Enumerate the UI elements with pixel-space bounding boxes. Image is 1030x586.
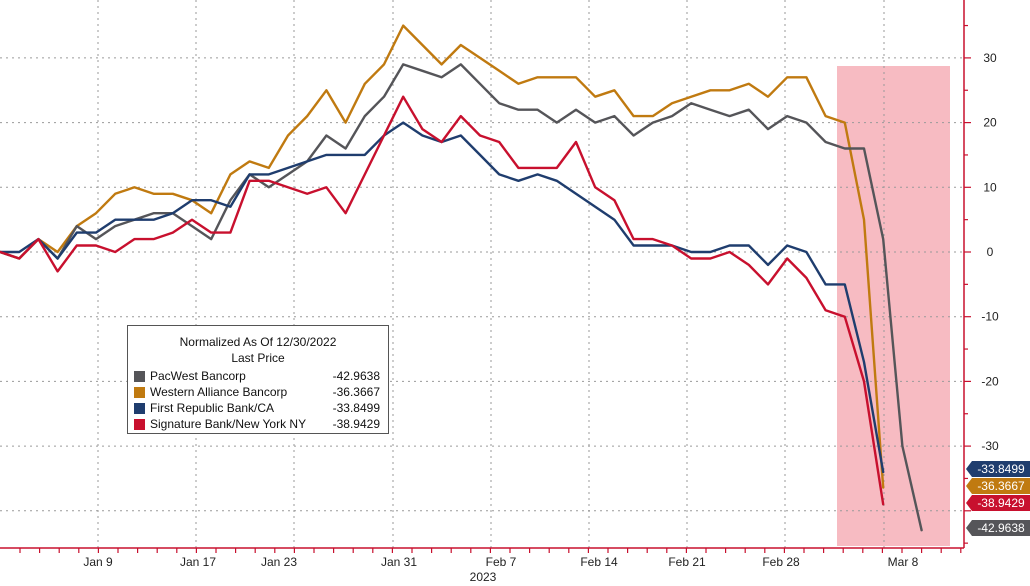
series-group [0, 24, 923, 532]
legend-entry: Signature Bank/New York NY -38.9429 [134, 416, 382, 432]
series-line-pacwest-bancorp [0, 63, 923, 532]
highlight-region [837, 66, 950, 546]
x-tick-label: Jan 9 [83, 555, 113, 569]
legend-title: Normalized As Of 12/30/2022 [179, 335, 337, 349]
axes [0, 0, 971, 553]
legend-series-value: -42.9638 [332, 369, 380, 383]
series-line-signature-bank-new-york-ny [0, 95, 885, 506]
legend-swatch [134, 418, 145, 430]
y-tick-label: 20 [983, 116, 997, 130]
legend-series-value: -38.9429 [332, 417, 380, 431]
legend-swatch [134, 402, 145, 414]
x-tick-label: Mar 8 [888, 555, 919, 569]
x-tick-label: Feb 28 [762, 555, 800, 569]
y-tick-label: 10 [983, 180, 997, 194]
x-tick-label: Jan 23 [261, 555, 297, 569]
series-line-western-alliance-bancorp [0, 24, 885, 489]
end-value-tag-text: -42.9638 [977, 521, 1025, 535]
y-tick-label: 30 [983, 51, 997, 65]
x-tick-label: Feb 14 [580, 555, 618, 569]
legend-subtitle: Last Price [231, 351, 285, 365]
legend-entry: PacWest Bancorp -42.9638 [134, 368, 382, 384]
end-value-tag: -36.3667 [966, 478, 1030, 494]
legend-entry: Western Alliance Bancorp -36.3667 [134, 384, 382, 400]
legend-series-value: -33.8499 [332, 401, 380, 415]
end-value-tag-text: -36.3667 [977, 479, 1025, 493]
legend-series-name: PacWest Bancorp [150, 369, 246, 383]
x-tick-label: Jan 17 [180, 555, 216, 569]
x-tick-label: Feb 21 [668, 555, 706, 569]
x-tick-label: Jan 31 [381, 555, 417, 569]
legend-series-name: First Republic Bank/CA [150, 401, 275, 415]
y-tick-label: -30 [981, 439, 999, 453]
x-axis-label: 2023 [470, 570, 497, 584]
legend-series-name: Western Alliance Bancorp [150, 385, 288, 399]
end-value-labels: -33.8499 -36.3667 -38.9429 -42.9638 [966, 461, 1030, 536]
end-value-tag: -33.8499 [966, 461, 1030, 477]
x-tick-label: Feb 7 [486, 555, 517, 569]
y-tick-labels: -30 -20 -10 0 10 20 30 [981, 51, 999, 453]
end-value-tag-text: -33.8499 [977, 462, 1025, 476]
y-tick-label: 0 [987, 245, 994, 259]
y-tick-label: -20 [981, 374, 999, 388]
y-tick-label: -10 [981, 310, 999, 324]
end-value-tag-text: -38.9429 [977, 496, 1025, 510]
legend-swatch [134, 386, 145, 398]
end-value-tag-bg [966, 495, 1030, 511]
end-value-tag-bg [966, 520, 1030, 536]
end-value-tag-bg [966, 461, 1030, 477]
legend-series-value: -36.3667 [332, 385, 380, 399]
legend-swatch [134, 370, 145, 382]
legend-entry: First Republic Bank/CA -33.8499 [134, 400, 382, 416]
legend-series-name: Signature Bank/New York NY [150, 417, 307, 431]
end-value-tag: -42.9638 [966, 520, 1030, 536]
x-tick-labels: Jan 9 Jan 17 Jan 23 Jan 31 Feb 7 Feb 14 Feb 21… [83, 555, 918, 569]
legend: Normalized As Of 12/30/2022 Last Price P… [127, 325, 389, 434]
end-value-tag-bg [966, 478, 1030, 494]
end-value-tag: -38.9429 [966, 495, 1030, 511]
